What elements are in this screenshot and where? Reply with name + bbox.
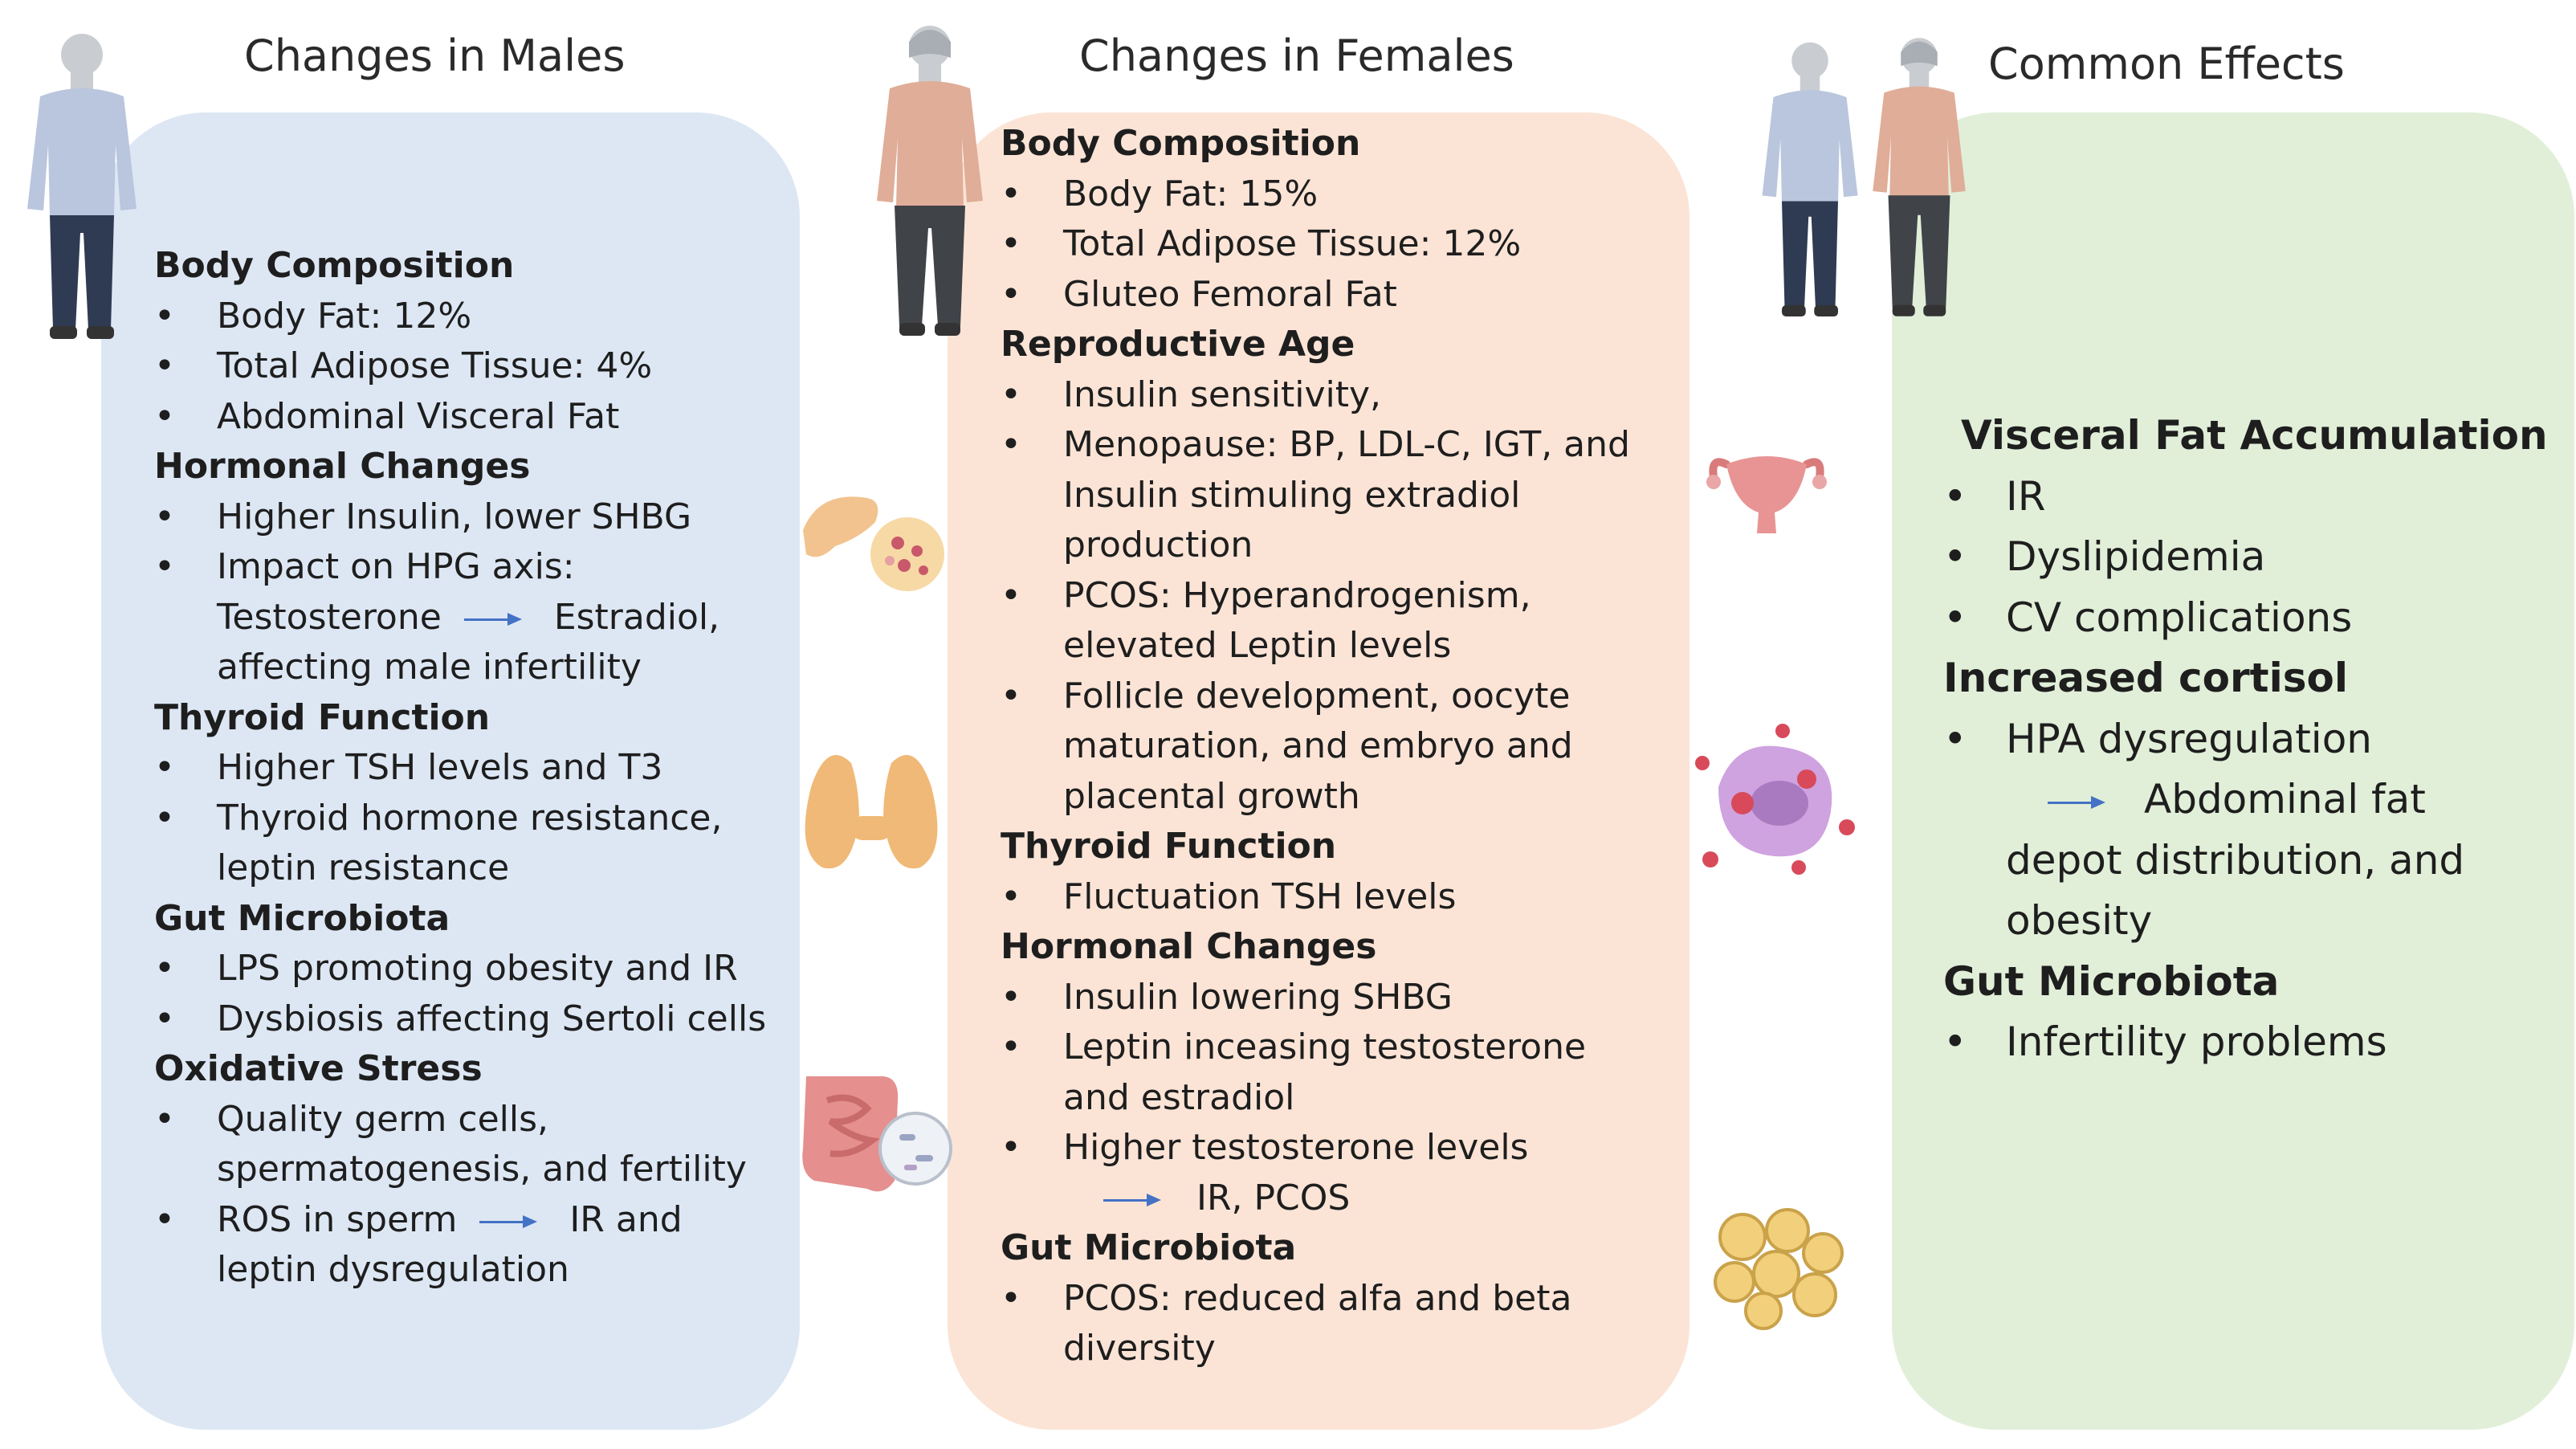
common-content: Visceral Fat Accumulation • IR • Dyslipide… [1943,406,2548,1073]
list-item: • PCOS: Hyperandrogenism, elevated Lepti… [1001,574,1531,667]
arrow-icon [2048,794,2105,810]
list-item: • Follicle development, oocyte maturatio… [1001,675,1573,817]
male-hormonal-changes-title: Hormonal Changes [154,446,531,487]
adipocytes-icon [1714,1208,1844,1330]
list-item: • Quality germ cells, spermatogenesis, a… [154,1098,747,1190]
female-panel [948,112,1689,1430]
male-figure-icon [1762,42,1858,316]
male-oxidative-title: Oxidative Stress [154,1048,483,1089]
heading-females: Changes in Females [1079,31,1514,81]
list-item: • Menopause: BP, LDL-C, IGT, and Insulin… [1001,424,1630,565]
list-item: • CV complications [1943,594,2353,641]
list-item: • Higher Insulin, lower SHBG [154,496,692,537]
arrow-icon [479,1214,538,1230]
list-item: • Insulin lowering SHBG [1001,976,1453,1018]
male-thyroid-title: Thyroid Function [154,696,491,738]
female-figure-icon [877,26,983,336]
male-gut-title: Gut Microbiota [154,897,450,939]
list-item: • Insulin sensitivity, [1001,373,1382,415]
list-item: • Fluctuation TSH levels [1001,876,1457,917]
list-item: • Infertility problems [1943,1018,2387,1065]
female-thyroid-title: Thyroid Function [1001,826,1337,867]
list-item: • Gluteo Femoral Fat [1001,273,1397,315]
female-gut-title: Gut Microbiota [1001,1227,1297,1268]
male-figure-icon [27,34,137,339]
list-item: • Total Adipose Tissue: 12% [1001,223,1522,264]
list-item: • HPA dysregulation Abdominal fat depot … [1943,715,2465,945]
female-content: Body Composition • Body Fat: 15% • Total A… [1001,119,1630,1374]
heading-males: Changes in Males [244,31,626,81]
uterus-icon [1706,456,1827,533]
list-item: • Higher TSH levels and T3 [154,747,663,788]
intestine-icon [802,1076,952,1192]
female-body-composition-title: Body Composition [1001,123,1361,164]
heading-common: Common Effects [1988,39,2345,89]
arrow-icon [1103,1192,1161,1208]
list-item: • ROS in sperm IR and leptin dysregulatio… [154,1198,683,1291]
list-item: • Higher testosterone levels IR, PCOS [1001,1127,1529,1218]
list-item: • Body Fat: 12% [154,295,472,337]
female-hormonal-title: Hormonal Changes [1001,926,1377,967]
list-item: • Impact on HPG axis: Testosterone Estrad… [154,546,720,688]
list-item: • Total Adipose Tissue: 4% [154,345,653,386]
list-item: • Leptin inceasing testosterone and estr… [1001,1027,1587,1118]
female-figure-icon [1873,38,1966,316]
male-body-composition-title: Body Composition [154,245,515,286]
list-item: • PCOS: reduced alfa and beta diversity [1001,1277,1572,1369]
common-cortisol-title: Increased cortisol [1943,655,2348,701]
list-item: • Thyroid hormone resistance, leptin res… [154,797,723,889]
pancreas-icon [803,496,944,591]
list-item: • Abdominal Visceral Fat [154,395,620,437]
list-item: • LPS promoting obesity and IR [154,948,738,989]
cell-icon [1695,724,1855,875]
arrow-icon [463,611,522,627]
list-item: • Dysbiosis affecting Sertoli cells [154,998,767,1039]
common-visceral-title: Visceral Fat Accumulation [1961,412,2548,459]
female-reproductive-title: Reproductive Age [1001,324,1355,365]
common-panel [1892,112,2574,1430]
male-panel [101,112,800,1430]
list-item: • Body Fat: 15% [1001,173,1319,214]
common-gut-title: Gut Microbiota [1943,957,2280,1005]
thyroid-icon [805,755,938,869]
list-item: • IR [1943,472,2046,520]
male-content: Body Composition • Body Fat: 12% • Total A… [154,241,766,1296]
list-item: • Dyslipidemia [1943,533,2266,580]
